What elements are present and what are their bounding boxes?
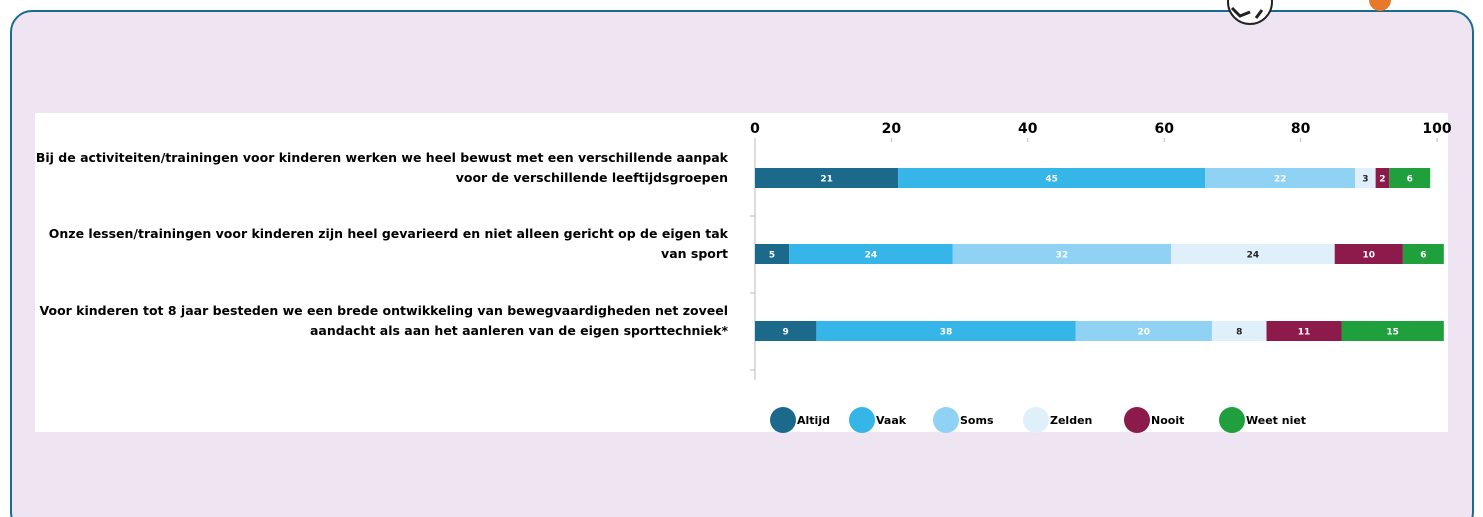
legend-label: Nooit (1151, 414, 1184, 427)
data-label: 45 (1045, 175, 1058, 185)
x-tick-label: 40 (1018, 121, 1038, 137)
x-tick-label: 0 (750, 121, 760, 137)
data-label: 6 (1407, 175, 1413, 185)
legend-marker (1124, 407, 1150, 433)
data-label: 21 (820, 175, 833, 185)
x-tick-label: 100 (1422, 121, 1451, 137)
data-label: 15 (1386, 328, 1399, 338)
legend-label: Altijd (797, 414, 830, 427)
data-label: 11 (1298, 328, 1311, 338)
data-label: 24 (865, 251, 878, 261)
page: 0204060801002145223265243224106938208111… (0, 0, 1483, 517)
legend-marker (1023, 407, 1049, 433)
data-label: 8 (1236, 328, 1242, 338)
x-tick-label: 80 (1291, 121, 1311, 137)
orange-decoration (1369, 0, 1391, 11)
legend-label: Weet niet (1246, 414, 1306, 427)
data-label: 10 (1363, 251, 1376, 261)
legend-label: Soms (960, 414, 994, 427)
category-label: Onze lessen/trainingen voor kinderen zij… (28, 224, 728, 264)
category-label: Voor kinderen tot 8 jaar besteden we een… (28, 301, 728, 341)
legend-label: Zelden (1050, 414, 1092, 427)
legend-marker (770, 407, 796, 433)
data-label: 22 (1274, 175, 1287, 185)
data-label: 24 (1247, 251, 1260, 261)
legend-label: Vaak (876, 414, 907, 427)
data-label: 6 (1420, 251, 1426, 261)
data-label: 32 (1056, 251, 1069, 261)
data-label: 38 (940, 328, 953, 338)
data-label: 5 (769, 251, 775, 261)
legend-marker (1219, 407, 1245, 433)
data-label: 9 (783, 328, 789, 338)
x-tick-label: 60 (1154, 121, 1174, 137)
legend-marker (849, 407, 875, 433)
data-label: 3 (1362, 175, 1368, 185)
x-tick-label: 20 (882, 121, 902, 137)
data-label: 2 (1379, 175, 1385, 185)
category-label: Bij de activiteiten/trainingen voor kind… (28, 148, 728, 188)
data-label: 20 (1137, 328, 1150, 338)
legend-marker (933, 407, 959, 433)
